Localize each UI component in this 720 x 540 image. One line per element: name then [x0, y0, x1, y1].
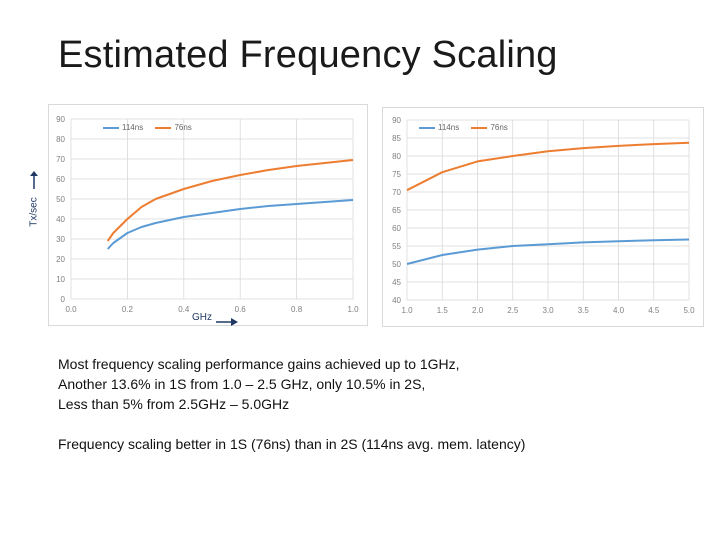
x-tick-label: 4.0 — [613, 306, 625, 315]
y-axis-label-text: Tx/sec — [28, 197, 40, 227]
y-tick-label: 40 — [392, 296, 401, 305]
y-axis-arrow-icon — [30, 171, 38, 189]
x-tick-label: 0.6 — [235, 305, 247, 314]
y-tick-label: 20 — [56, 255, 65, 264]
x-tick-label: 1.0 — [347, 305, 359, 314]
bullet-line: Less than 5% from 2.5GHz – 5.0GHz — [58, 396, 290, 412]
x-axis-arrow-icon — [216, 314, 238, 326]
slide-title: Estimated Frequency Scaling — [58, 34, 558, 76]
y-tick-label: 30 — [56, 235, 65, 244]
x-tick-label: 3.0 — [542, 306, 554, 315]
series-line-76ns — [106, 159, 354, 242]
y-tick-label: 70 — [392, 188, 401, 197]
y-tick-label: 0 — [61, 295, 66, 304]
y-tick-label: 80 — [56, 135, 65, 144]
series-line-114ns — [106, 199, 354, 250]
y-tick-label: 55 — [392, 242, 401, 251]
x-tick-label: 5.0 — [683, 306, 695, 315]
y-tick-label: 60 — [392, 224, 401, 233]
chart-1s-legend: 114ns 76ns — [103, 123, 202, 132]
legend-label-114ns: 114ns — [438, 123, 460, 132]
legend-label-76ns: 76ns — [490, 123, 508, 132]
y-axis-label: Tx/sec — [27, 186, 41, 238]
y-tick-label: 50 — [392, 260, 401, 269]
y-tick-label: 45 — [392, 278, 401, 287]
x-tick-label: 0.8 — [291, 305, 303, 314]
y-tick-label: 60 — [56, 175, 65, 184]
legend-item-114ns: 114ns — [103, 123, 143, 132]
legend-label-114ns: 114ns — [122, 123, 144, 132]
y-tick-label: 70 — [56, 155, 65, 164]
x-tick-label: 1.0 — [401, 306, 413, 315]
chart-2s: 40 45 50 55 60 65 70 75 80 85 90 1.0 1.5 2.0 2.5 3.0 3.5… — [382, 107, 704, 327]
y-tick-label: 90 — [56, 115, 65, 124]
y-tick-label: 80 — [392, 152, 401, 161]
x-tick-label: 1.5 — [437, 306, 449, 315]
bullet-line: Most frequency scaling performance gains… — [58, 356, 460, 372]
bullet-line: Another 13.6% in 1S from 1.0 – 2.5 GHz, … — [58, 376, 426, 392]
chart-1s-plot: 0 10 20 30 40 50 60 70 80 90 0.0 0.2 0.4 0.6 0.8 1.0 — [56, 115, 359, 314]
spacer — [58, 414, 698, 434]
conclusion-line: Frequency scaling better in 1S (76ns) th… — [58, 436, 526, 452]
x-tick-label: 0.4 — [178, 305, 190, 314]
series-line-76ns — [406, 141, 690, 192]
y-tick-label: 50 — [56, 195, 65, 204]
y-tick-label: 40 — [56, 215, 65, 224]
y-tick-label: 10 — [56, 275, 65, 284]
chart-2s-plot: 40 45 50 55 60 65 70 75 80 85 90 1.0 1.5 2.0 2.5 3.0 3.5… — [392, 116, 695, 315]
legend-item-76ns: 76ns — [155, 123, 192, 132]
x-tick-label: 4.5 — [648, 306, 660, 315]
legend-label-76ns: 76ns — [174, 123, 192, 132]
legend-item-76ns: 76ns — [471, 123, 508, 132]
y-tick-label: 85 — [392, 134, 401, 143]
y-tick-label: 90 — [392, 116, 401, 125]
chart-1s: 0 10 20 30 40 50 60 70 80 90 0.0 0.2 0.4 0.6 0.8 1.0 11… — [48, 104, 368, 326]
x-tick-label: 0.2 — [122, 305, 134, 314]
y-tick-label: 65 — [392, 206, 401, 215]
chart-2s-legend: 114ns 76ns — [419, 123, 518, 132]
y-tick-label: 75 — [392, 170, 401, 179]
series-line-114ns — [406, 238, 690, 265]
x-axis-label: GHz — [192, 312, 212, 323]
x-tick-label: 2.0 — [472, 306, 484, 315]
x-tick-label: 0.0 — [65, 305, 77, 314]
legend-item-114ns: 114ns — [419, 123, 459, 132]
body-text: Most frequency scaling performance gains… — [58, 354, 698, 454]
x-tick-label: 3.5 — [578, 306, 590, 315]
x-tick-label: 2.5 — [507, 306, 519, 315]
